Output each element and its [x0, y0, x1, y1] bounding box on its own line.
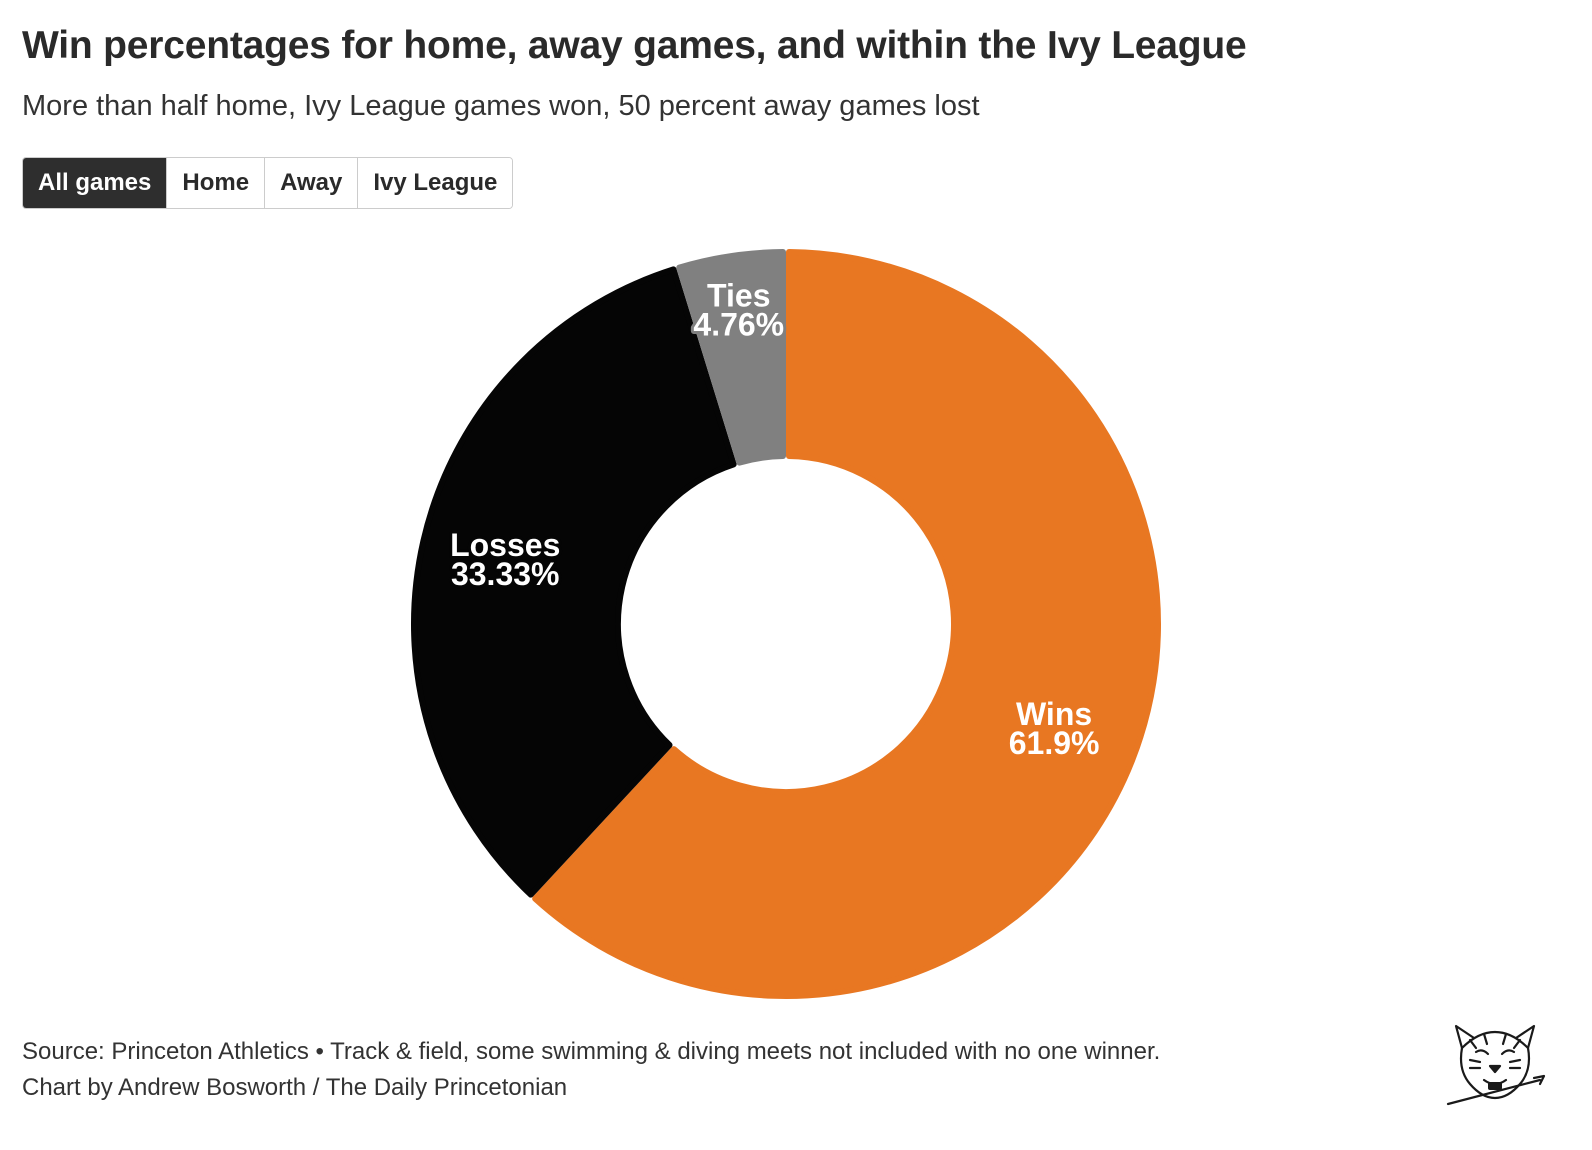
slice-wins[interactable] — [532, 249, 1161, 999]
slice-name-wins: Wins — [1016, 696, 1092, 732]
tab-away[interactable]: Away — [264, 158, 358, 208]
slice-value-losses: 33.33% — [451, 556, 560, 592]
chart-subtitle: More than half home, Ivy League games wo… — [22, 90, 980, 122]
chart-footer: Source: Princeton Athletics • Track & fi… — [22, 1034, 1160, 1106]
chart-credit: Chart by Andrew Bosworth / The Daily Pri… — [22, 1074, 568, 1101]
tab-all-games[interactable]: All games — [23, 158, 167, 208]
tiger-head-logo-icon — [1446, 1024, 1546, 1106]
source-note: Source: Princeton Athletics • Track & fi… — [22, 1038, 1161, 1065]
slice-name-ties: Ties — [707, 278, 770, 314]
tab-home[interactable]: Home — [166, 158, 265, 208]
slice-value-ties: 4.76% — [693, 307, 784, 343]
tab-ivy-league[interactable]: Ivy League — [357, 158, 513, 208]
slice-value-wins: 61.9% — [1009, 725, 1100, 761]
chart-title: Win percentages for home, away games, an… — [22, 24, 1247, 67]
slice-ties[interactable] — [676, 249, 786, 466]
filter-tabs: All games Home Away Ivy League — [22, 157, 514, 209]
slice-name-losses: Losses — [450, 527, 560, 563]
slice-losses[interactable] — [411, 266, 737, 898]
